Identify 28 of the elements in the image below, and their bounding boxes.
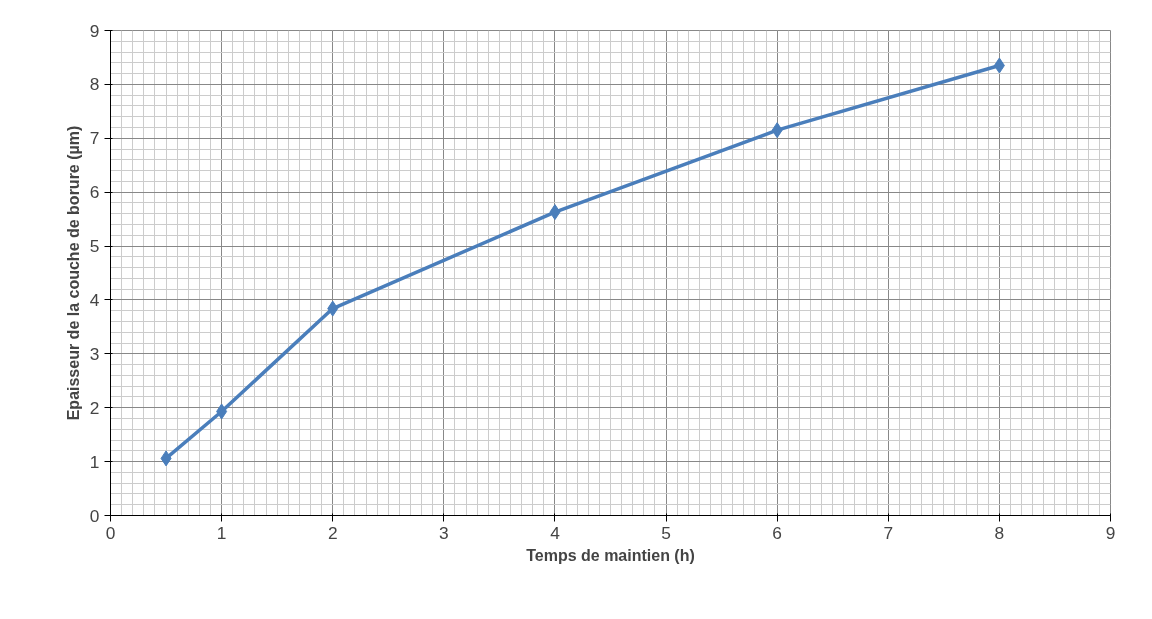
x-tick-label: 2 (327, 522, 338, 543)
x-tick-label: 7 (883, 522, 894, 543)
y-tick-label: 6 (89, 182, 100, 203)
y-tick-label: 7 (89, 128, 100, 149)
x-tick-label: 6 (772, 522, 782, 543)
point (771, 122, 783, 139)
y-tick-label: 3 (89, 343, 100, 364)
point (549, 204, 561, 221)
x-tick-label: 3 (439, 522, 449, 543)
y-tick-label: 4 (89, 289, 100, 310)
y-axis-title: Epaisseur de la couche de borure (µm) (64, 125, 82, 421)
y-tick-label: 1 (89, 451, 100, 472)
y-tick-label: 5 (89, 236, 100, 257)
x-tick-label: 0 (105, 522, 116, 543)
x-axis-title: Temps de maintien (h) (526, 546, 695, 564)
y-tick-label: 0 (89, 505, 100, 526)
point (993, 57, 1005, 74)
y-tick-label: 8 (89, 74, 100, 95)
x-tick-label: 5 (661, 522, 671, 543)
x-tick-label: 1 (216, 522, 227, 543)
x-tick-label: 4 (550, 522, 561, 543)
point (160, 450, 172, 467)
x-tick-label: 9 (1105, 522, 1116, 543)
y-tick-label: 2 (89, 397, 100, 418)
point (327, 300, 339, 317)
x-tick-label: 8 (994, 522, 1005, 543)
y-tick-label: 9 (89, 20, 100, 41)
point (216, 403, 228, 420)
